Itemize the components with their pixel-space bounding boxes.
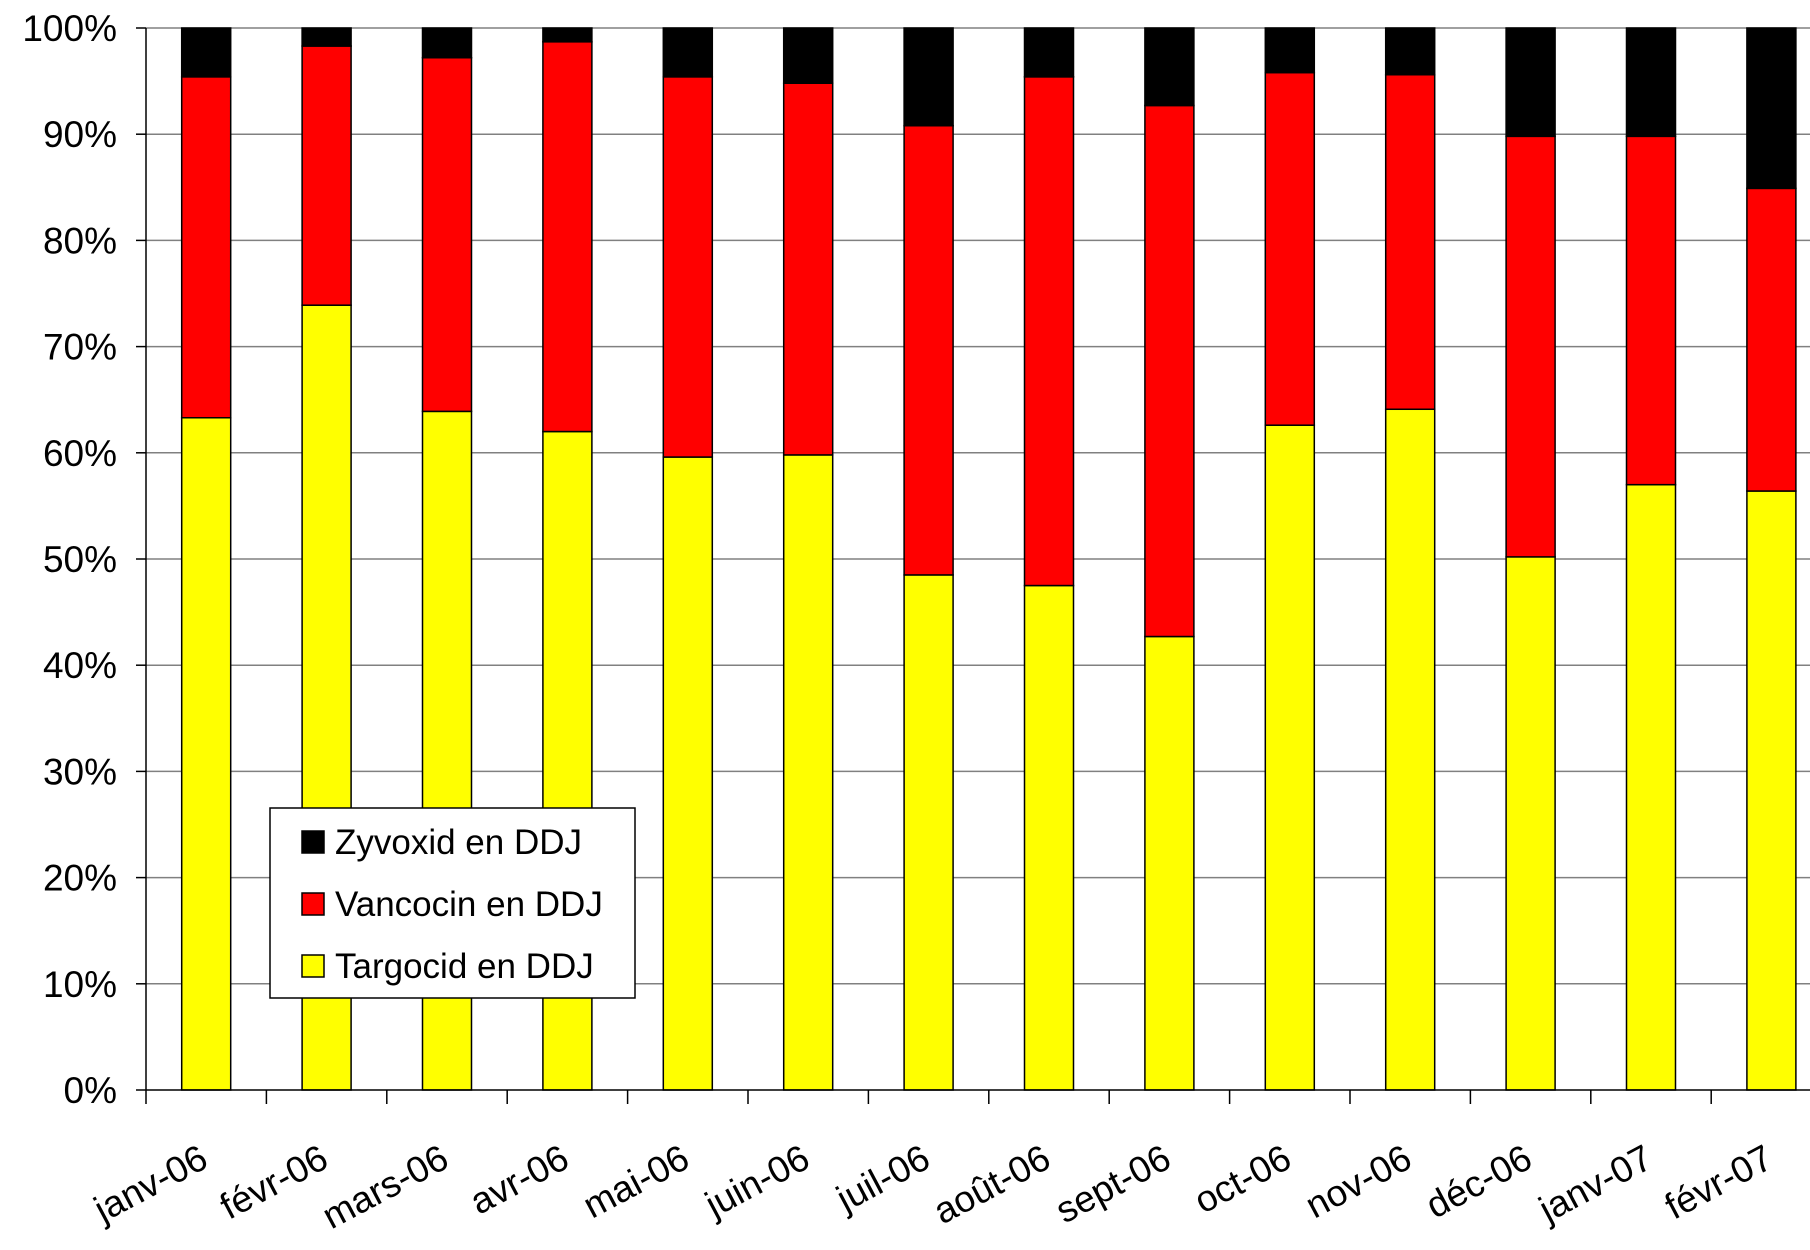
y-tick-label: 100%: [22, 8, 117, 49]
y-tick-label: 10%: [43, 964, 117, 1005]
legend: Zyvoxid en DDJ Vancocin en DDJ Targocid en…: [269, 807, 636, 999]
y-tick-label: 0%: [64, 1070, 117, 1111]
y-tick-label: 50%: [43, 539, 117, 580]
bar-segment-vancocin: [1746, 187, 1797, 492]
legend-label: Targocid en DDJ: [335, 947, 594, 986]
x-tick-label: nov-06: [1299, 1137, 1418, 1226]
bar-segment-targocid: [180, 417, 232, 1091]
bar-segment-zyvoxid: [1625, 27, 1677, 138]
bar-segment-targocid: [903, 574, 954, 1091]
bar-segment-zyvoxid: [1144, 27, 1195, 107]
x-tick-label: janv-06: [87, 1137, 214, 1231]
bar-segment-vancocin: [1023, 76, 1075, 587]
bar-segment-vancocin: [421, 56, 473, 413]
x-tick-label: mars-06: [316, 1137, 455, 1237]
bar-segment-targocid: [1144, 635, 1195, 1091]
bar-segment-vancocin: [662, 76, 714, 458]
legend-swatch: [301, 954, 325, 978]
bar-segment-targocid: [1625, 483, 1677, 1091]
y-tick-label: 80%: [43, 220, 117, 261]
x-tick-label: févr-06: [213, 1137, 334, 1227]
bar-segment-targocid: [1264, 424, 1316, 1091]
x-tick-label: juin-06: [698, 1137, 816, 1226]
legend-swatch: [301, 830, 325, 854]
x-tick-label: mai-06: [576, 1137, 695, 1226]
bar-segment-zyvoxid: [180, 27, 232, 78]
bar-segment-targocid: [1746, 490, 1797, 1091]
bar-segment-vancocin: [1264, 71, 1316, 426]
bar-segment-targocid: [1023, 584, 1075, 1091]
bar-segment-targocid: [1384, 408, 1436, 1091]
bar-segment-vancocin: [1144, 104, 1195, 638]
y-tick-label: 20%: [43, 858, 117, 899]
x-tick-label: janv-07: [1531, 1137, 1658, 1231]
x-tick-label: sept-06: [1049, 1137, 1177, 1231]
bar-segment-zyvoxid: [662, 27, 714, 78]
bar-segment-vancocin: [1505, 135, 1556, 558]
x-tick-label: févr-07: [1658, 1137, 1779, 1227]
bar-segment-targocid: [662, 456, 714, 1091]
x-tick-label: oct-06: [1188, 1137, 1298, 1221]
x-tick-label: déc-06: [1419, 1137, 1538, 1226]
legend-label: Zyvoxid en DDJ: [335, 823, 582, 862]
bar-segment-vancocin: [903, 124, 954, 576]
bar-segment-zyvoxid: [1384, 27, 1436, 76]
bar-segment-targocid: [782, 454, 834, 1091]
bar-segment-zyvoxid: [542, 27, 593, 43]
bar-segment-targocid: [1505, 556, 1556, 1091]
x-tick-label: août-06: [927, 1137, 1057, 1232]
y-tick-label: 30%: [43, 751, 117, 792]
y-tick-label: 60%: [43, 433, 117, 474]
bar-segment-vancocin: [542, 41, 593, 433]
bar-segment-vancocin: [301, 45, 352, 306]
bar-segment-zyvoxid: [903, 27, 954, 127]
bar-segment-zyvoxid: [421, 27, 473, 59]
bar-segment-zyvoxid: [1264, 27, 1316, 74]
bar-segment-zyvoxid: [782, 27, 834, 84]
y-tick-label: 70%: [43, 327, 117, 368]
bar-segment-vancocin: [180, 76, 232, 419]
axes: [136, 27, 1810, 1104]
bar-segment-zyvoxid: [1023, 27, 1075, 78]
bar-segment-zyvoxid: [1746, 27, 1797, 190]
bar-segment-zyvoxid: [301, 27, 352, 47]
legend-label: Vancocin en DDJ: [335, 885, 603, 924]
bar-segment-zyvoxid: [1505, 27, 1556, 138]
x-tick-label: juil-06: [829, 1137, 936, 1220]
bar-segment-vancocin: [782, 82, 834, 456]
bars: [180, 27, 1797, 1091]
y-tick-labels: 0% 10% 20% 30% 40% 50% 60% 70% 80% 90% 100%: [22, 8, 117, 1111]
x-tick-label: avr-06: [463, 1137, 575, 1222]
bar-segment-vancocin: [1625, 135, 1677, 486]
legend-box: [269, 807, 636, 999]
y-tick-label: 40%: [43, 645, 117, 686]
legend-swatch: [301, 892, 325, 916]
bar-segment-vancocin: [1384, 73, 1436, 411]
y-tick-label: 90%: [43, 114, 117, 155]
